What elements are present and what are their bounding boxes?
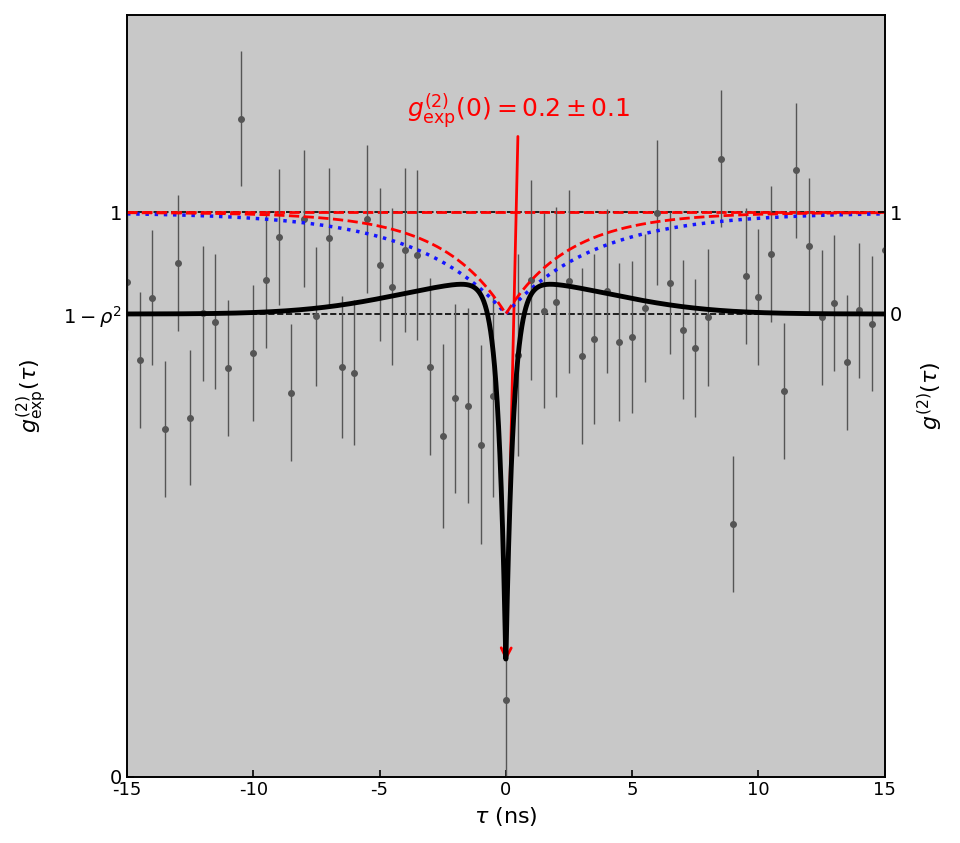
X-axis label: $\tau$ (ns): $\tau$ (ns) [474,805,538,828]
Y-axis label: $g^{(2)}_{\mathrm{exp}}(\tau)$: $g^{(2)}_{\mathrm{exp}}(\tau)$ [15,358,49,433]
Text: $g^{(2)}_{\mathrm{exp}}(0)=0.2\pm0.1$: $g^{(2)}_{\mathrm{exp}}(0)=0.2\pm0.1$ [407,91,630,658]
Y-axis label: $g^{(2)}(\tau)$: $g^{(2)}(\tau)$ [916,362,945,430]
